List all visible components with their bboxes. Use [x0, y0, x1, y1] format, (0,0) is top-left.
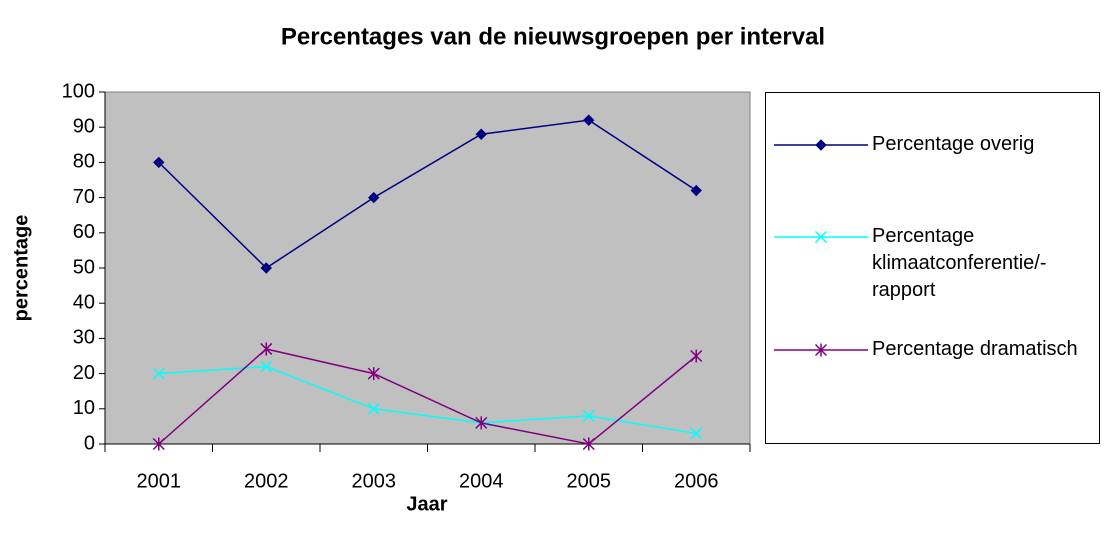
- y-tick-label: 10: [73, 397, 95, 419]
- y-tick-label: 90: [73, 115, 95, 137]
- x-tick-label: 2004: [459, 470, 504, 492]
- marker: [814, 343, 828, 357]
- legend-swatch: [774, 343, 868, 357]
- marker: [260, 262, 272, 274]
- marker: [475, 128, 487, 140]
- y-tick-label: 40: [73, 291, 95, 313]
- y-tick-label: 100: [62, 80, 95, 102]
- marker: [690, 184, 702, 197]
- y-tick-label: 50: [73, 256, 95, 278]
- x-tick-label: 2002: [244, 470, 289, 492]
- marker: [583, 114, 595, 126]
- legend-label: Percentage klimaatconferentie/-rapport: [872, 225, 1047, 301]
- legend-entry: Percentage overig: [772, 131, 1102, 158]
- x-tick-label: 2006: [674, 470, 719, 492]
- legend: Percentage overig Percentage klimaatconfe…: [765, 92, 1100, 444]
- marker: [690, 349, 703, 363]
- x-tick-label: 2005: [567, 470, 612, 492]
- marker: [260, 360, 273, 373]
- y-tick-label: 80: [73, 151, 95, 173]
- marker: [152, 367, 165, 380]
- legend-swatch: [774, 139, 868, 151]
- legend-entry: Percentage klimaatconferentie/-rapport: [772, 223, 1102, 304]
- marker: [260, 342, 273, 356]
- marker: [582, 409, 595, 422]
- marker: [368, 191, 380, 204]
- x-tick-label: 2003: [352, 470, 397, 492]
- marker: [814, 230, 828, 244]
- x-axis-label: Jaar: [406, 493, 447, 515]
- legend-label: Percentage overig: [872, 133, 1035, 155]
- y-tick-label: 20: [73, 362, 95, 384]
- series-line: [158, 365, 697, 435]
- legend-entry: Percentage dramatisch: [772, 336, 1102, 363]
- marker: [367, 402, 380, 415]
- plot-area: [104, 91, 751, 445]
- marker: [152, 437, 165, 451]
- legend-swatch: [774, 230, 868, 244]
- y-tick-label: 60: [73, 221, 95, 243]
- marker: [690, 427, 703, 440]
- x-tick-label: 2001: [137, 470, 182, 492]
- y-tick-label: 30: [73, 327, 95, 349]
- y-axis-label: percentage: [10, 215, 32, 322]
- marker: [367, 367, 380, 381]
- marker: [582, 437, 595, 451]
- series-line: [158, 119, 697, 269]
- y-tick-label: 70: [73, 186, 95, 208]
- marker: [475, 416, 488, 430]
- marker: [153, 156, 165, 169]
- legend-label: Percentage dramatisch: [872, 338, 1078, 360]
- chart-title: Percentages van de nieuwsgroepen per int…: [281, 23, 825, 50]
- y-tick-label: 0: [84, 432, 95, 454]
- marker: [815, 139, 827, 151]
- series-line: [158, 348, 697, 445]
